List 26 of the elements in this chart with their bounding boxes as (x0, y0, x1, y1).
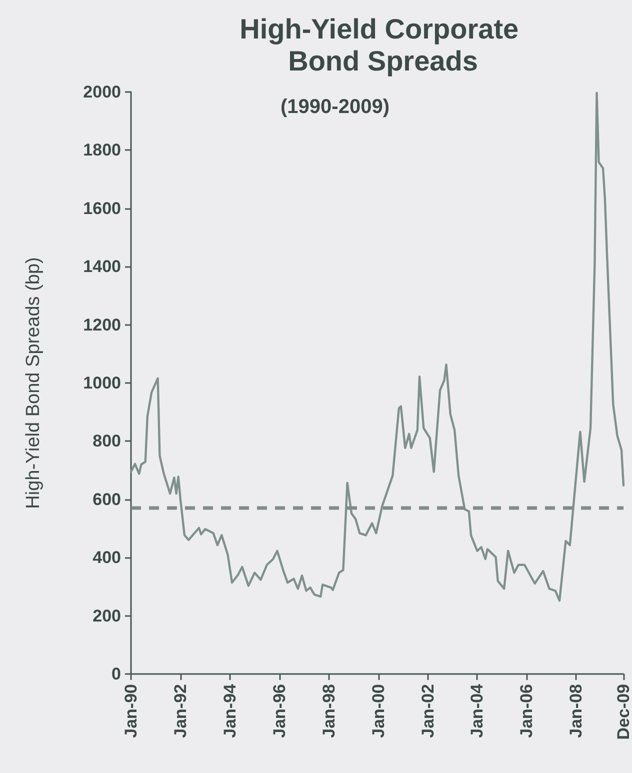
x-tick-label: Jan-94 (220, 683, 240, 738)
y-tick-label: 1800 (83, 140, 121, 160)
y-tick-label: 1400 (83, 257, 121, 276)
y-tick-label: 0 (112, 664, 121, 684)
x-tick-label: Jan-92 (170, 684, 190, 738)
x-tick-label: Dec-09 (614, 684, 632, 740)
y-tick-label: 2000 (83, 82, 121, 102)
y-tick-label: 200 (92, 606, 121, 626)
x-tick-label: Jan-00 (368, 684, 388, 738)
x-tick-label: Jan-90 (122, 684, 140, 738)
line-series (130, 92, 625, 602)
y-axis-title: High-Yield Bond Spreads (bp) (23, 257, 44, 509)
y-tick-label: 400 (92, 548, 121, 568)
x-tick-label: Jan-04 (468, 683, 487, 738)
x-tick-label: Jan-98 (319, 684, 338, 738)
x-tick-label: Jan-02 (418, 684, 438, 738)
y-tick-label: 1600 (83, 198, 121, 218)
x-tick-label: Jan-06 (517, 684, 536, 738)
chart-subtitle: (1990-2009) (280, 96, 390, 118)
x-tick-label: Jan-08 (566, 684, 586, 738)
x-tick-label: Jan-96 (270, 684, 289, 738)
y-tick-label: 600 (92, 490, 121, 509)
y-tick-label: 800 (92, 432, 121, 451)
y-tick-label: 1000 (83, 374, 121, 392)
y-tick-label: 1200 (83, 315, 121, 334)
chart-title: High-Yield Corporate Bond Spreads (240, 14, 526, 76)
